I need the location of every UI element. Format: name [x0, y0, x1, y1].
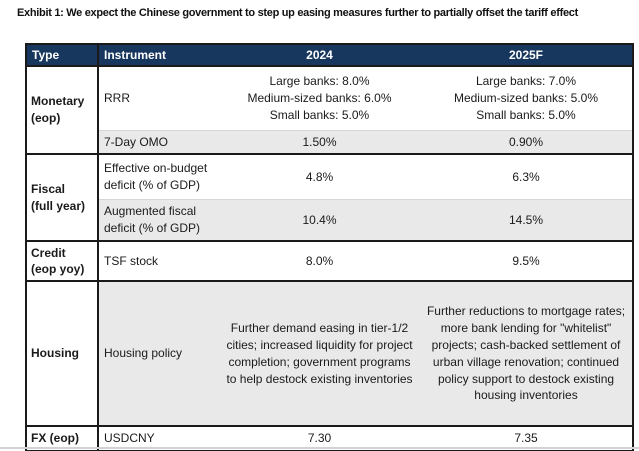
value-2025f-usdcny: 7.35 — [420, 425, 633, 451]
value-2024-rrr: Large banks: 8.0% Medium-sized banks: 6.… — [247, 74, 392, 122]
instrument-cell-rrr: RRR — [104, 90, 130, 105]
instrument-cell-augmented-deficit: Augmented fiscal deficit (% of GDP) — [98, 198, 219, 242]
type-cell-fiscal: Fiscal (full year) — [26, 153, 99, 242]
value-2024-effective-deficit: 4.8% — [219, 153, 420, 200]
easing-measures-table: Type Instrument 2024 2025F Monetary (eop… — [25, 43, 634, 451]
column-header-2024: 2024 — [219, 44, 420, 67]
type-cell-monetary: Monetary (eop) — [26, 66, 99, 155]
table-header-row: Type Instrument 2024 2025F — [26, 44, 633, 67]
value-2025f-tsf-stock: 9.5% — [420, 240, 633, 282]
value-2025f-rrr: Large banks: 7.0% Medium-sized banks: 5.… — [453, 74, 599, 122]
instrument-cell-usdcny: USDCNY — [98, 425, 219, 451]
instrument-cell-tsf-stock: TSF stock — [98, 240, 219, 282]
type-cell-credit: Credit (eop yoy) — [26, 240, 99, 282]
exhibit-title: Exhibit 1: We expect the Chinese governm… — [17, 7, 578, 19]
table-row-7day-omo: 7-Day OMO 1.50% 0.90% — [26, 129, 633, 155]
instrument-cell-effective-deficit: Effective on-budget deficit (% of GDP) — [98, 153, 219, 200]
value-2025f-7day-omo: 0.90% — [420, 129, 633, 155]
table-row-usdcny: FX (eop) USDCNY 7.30 7.35 — [26, 425, 633, 451]
table-row-rrr: Monetary (eop) RRR Large banks: 8.0% Med… — [26, 66, 633, 155]
table-row-augmented-deficit: Augmented fiscal deficit (% of GDP) 10.4… — [26, 198, 633, 242]
table-row-effective-deficit: Fiscal (full year) Effective on-budget d… — [26, 153, 633, 242]
column-header-instrument: Instrument — [98, 44, 219, 67]
value-2024-tsf-stock: 8.0% — [219, 240, 420, 282]
table-row-tsf-stock: Credit (eop yoy) TSF stock 8.0% 9.5% — [26, 240, 633, 282]
column-header-type: Type — [26, 44, 99, 67]
bottom-divider — [0, 447, 639, 449]
value-2025f-augmented-deficit: 14.5% — [420, 198, 633, 242]
value-2025f-housing-policy: Further reductions to mortgage rates; mo… — [420, 280, 633, 427]
instrument-cell-housing-policy: Housing policy — [98, 280, 219, 427]
type-cell-housing: Housing — [26, 280, 99, 427]
value-2024-augmented-deficit: 10.4% — [219, 198, 420, 242]
value-2024-housing-policy: Further demand easing in tier-1/2 cities… — [219, 280, 420, 427]
value-2024-7day-omo: 1.50% — [219, 129, 420, 155]
instrument-cell-7day-omo: 7-Day OMO — [98, 129, 219, 155]
column-header-2025f: 2025F — [420, 44, 633, 67]
value-2025f-effective-deficit: 6.3% — [420, 153, 633, 200]
type-cell-fx: FX (eop) — [26, 425, 99, 451]
table-row-housing: Housing Housing policy Further demand ea… — [26, 280, 633, 427]
value-2024-usdcny: 7.30 — [219, 425, 420, 451]
